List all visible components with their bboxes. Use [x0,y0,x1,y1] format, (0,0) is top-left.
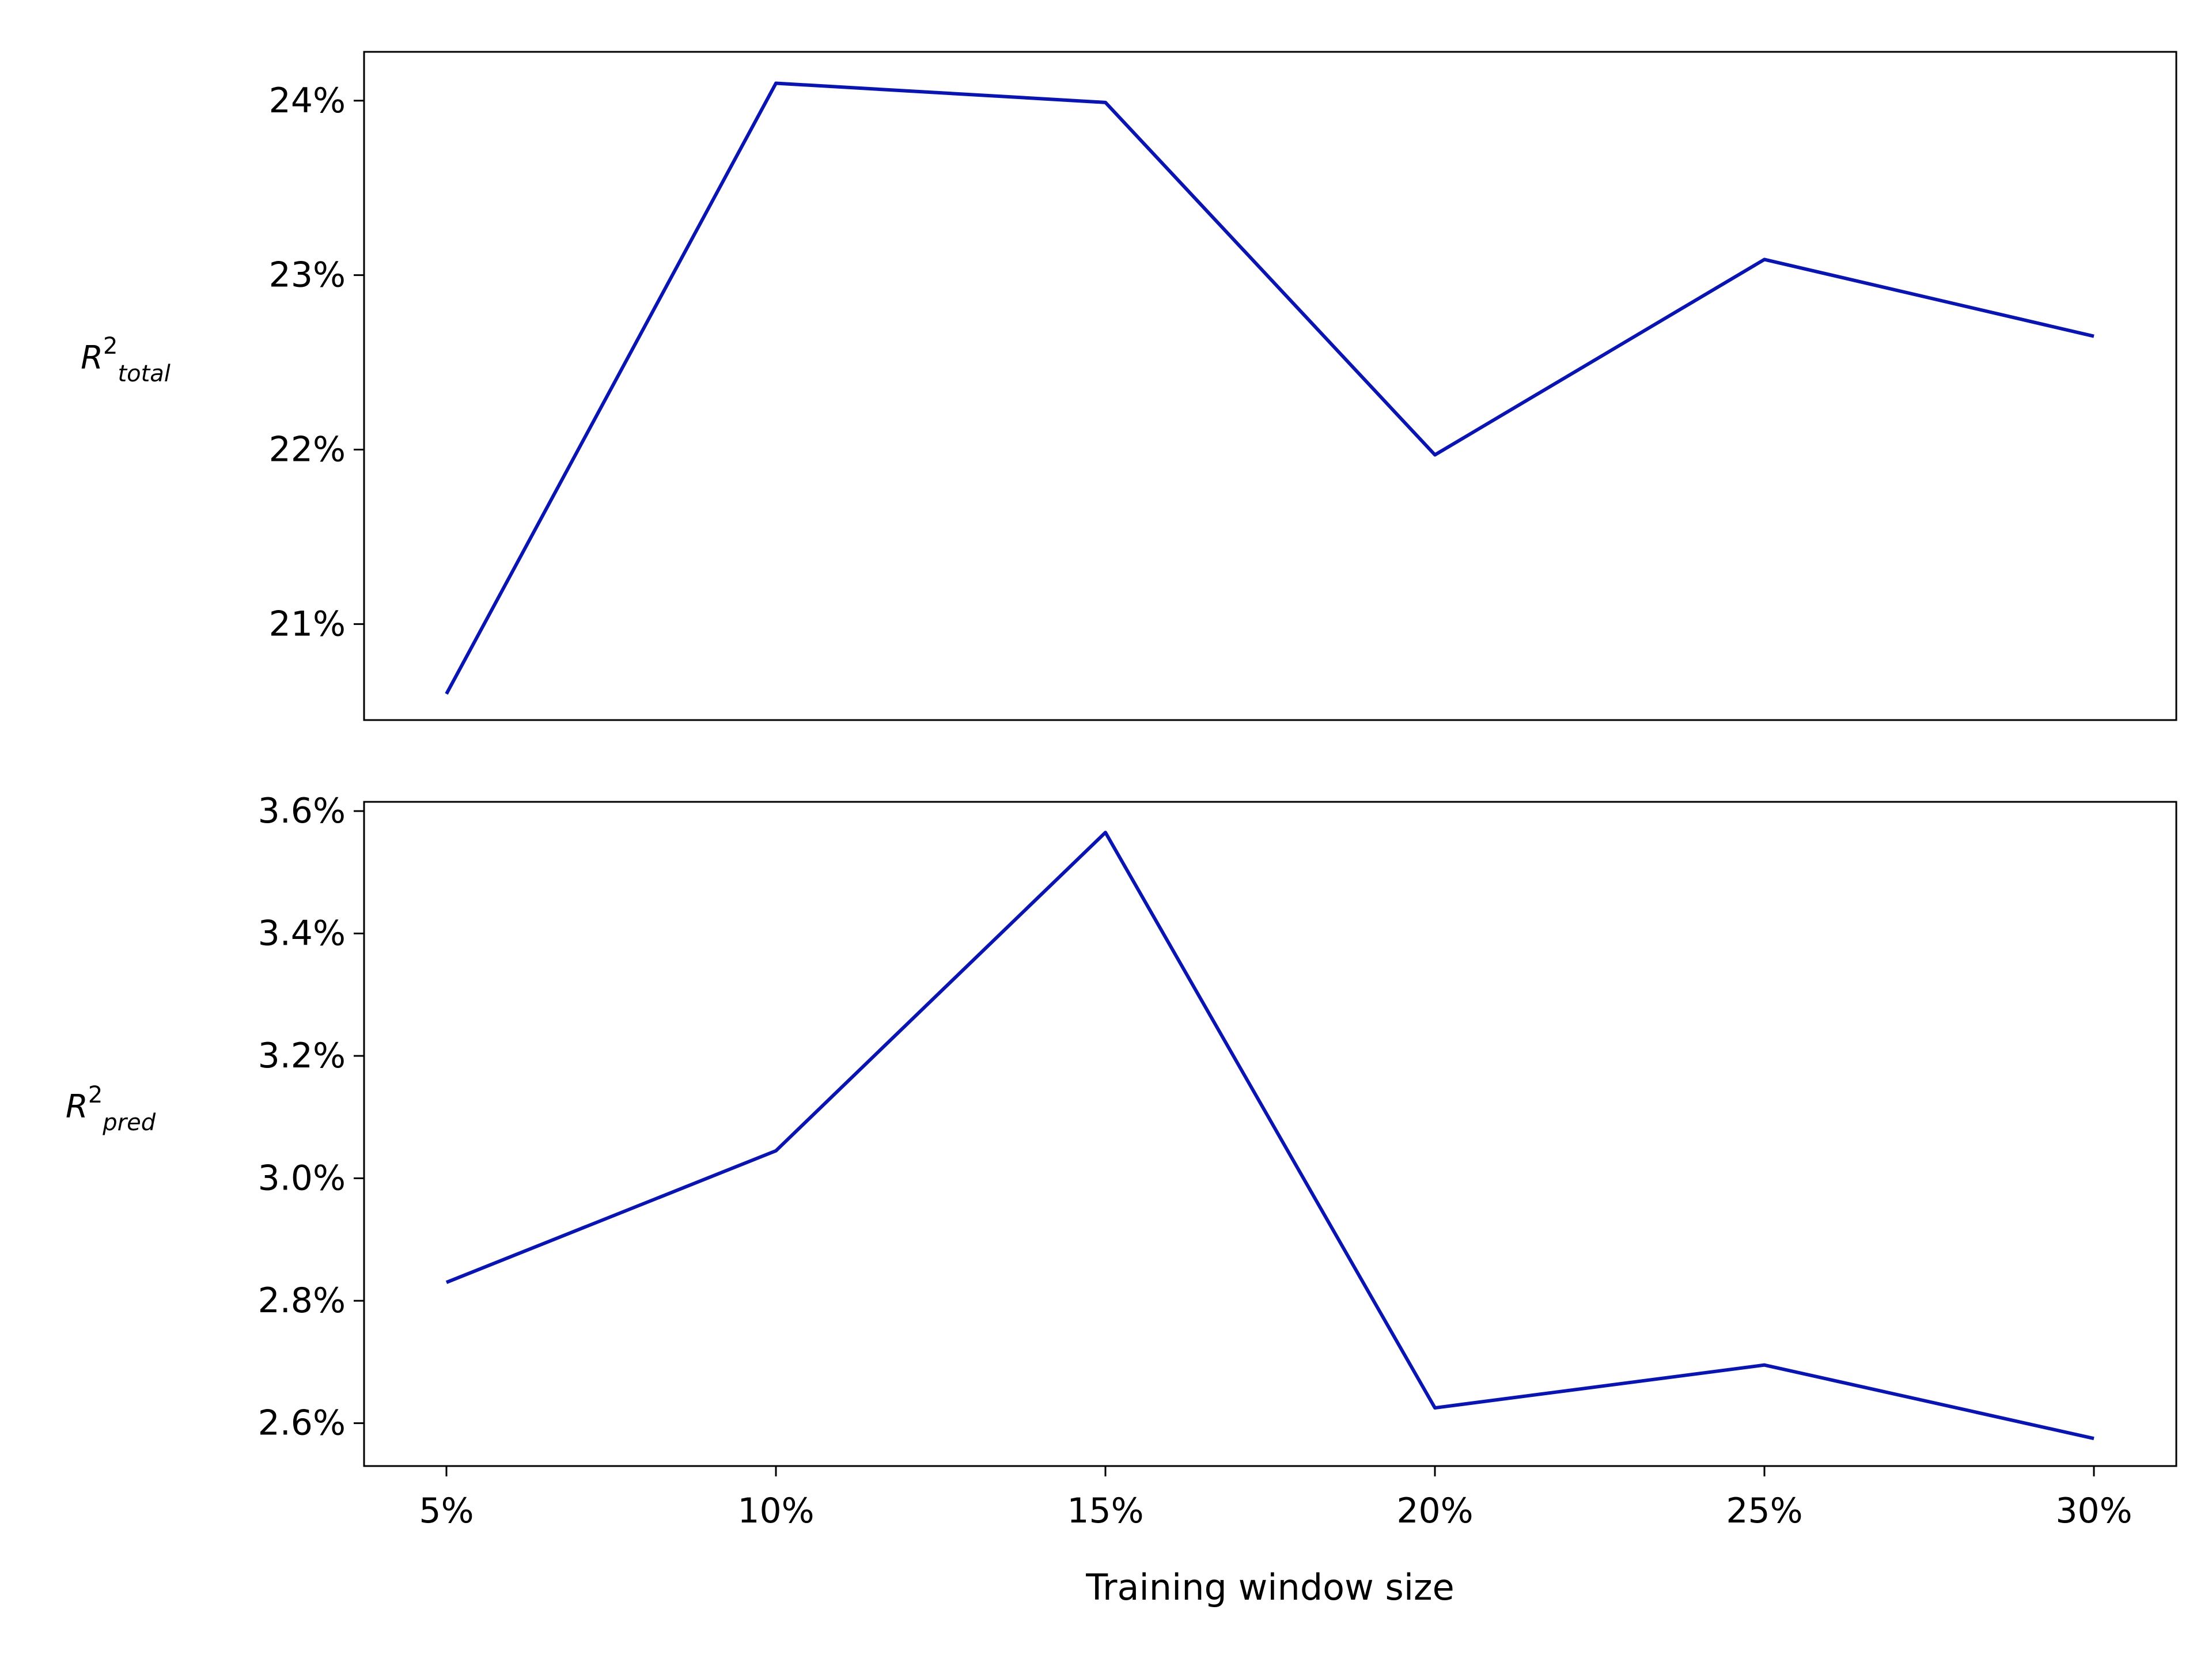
y-tick-label: 23% [269,255,346,296]
y-axis-ticks-bottom: 2.6% 2.8% 3.0% 3.2% 3.4% 3.6% [258,791,364,1444]
y-tick-label: 3.6% [258,791,346,831]
y-label-sub: pred [102,1109,156,1136]
x-axis-label: Training window size [1085,1566,1455,1608]
series-line-r2-total [445,81,2094,695]
y-label-base: R [66,1088,88,1126]
y-tick-label: 3.0% [258,1158,346,1199]
x-tick-label: 30% [2055,1491,2132,1531]
axes-frame-top [363,51,2177,721]
y-label-sup: 2 [103,333,118,359]
y-tick-label: 22% [269,430,346,470]
series-line-r2-pred [445,831,2094,1441]
y-label-sup: 2 [88,1082,103,1108]
y-tick-label: 2.6% [258,1403,346,1444]
x-tick-label: 5% [419,1491,474,1531]
y-tick-label: 24% [269,81,346,121]
x-tick-label: 25% [1726,1491,1802,1531]
y-tick-label: 3.4% [258,913,346,953]
y-axis-ticks-top: 21% 22% 23% 24% [269,81,364,644]
y-tick-label: 2.8% [258,1281,346,1321]
y-tick-label: 21% [269,604,346,644]
y-label-base: R [81,339,103,377]
axes-frame-bottom [363,801,2177,1467]
y-tick-label: 3.2% [258,1036,346,1076]
y-axis-label-top: R2total [81,333,171,387]
x-tick-label: 15% [1067,1491,1143,1531]
subplot-r2-pred: 2.6% 2.8% 3.0% 3.2% 3.4% 3.6% 5% 10% 15% 20% 25% 3… [66,791,2177,1608]
y-axis-label-bottom: R2pred [66,1082,156,1136]
subplot-r2-total: 21% 22% 23% 24% R2total [81,51,2177,721]
y-label-sub: total [118,361,170,387]
x-tick-label: 10% [737,1491,814,1531]
x-axis-ticks-bottom: 5% 10% 15% 20% 25% 30% [419,1466,2133,1531]
x-tick-label: 20% [1396,1491,1473,1531]
